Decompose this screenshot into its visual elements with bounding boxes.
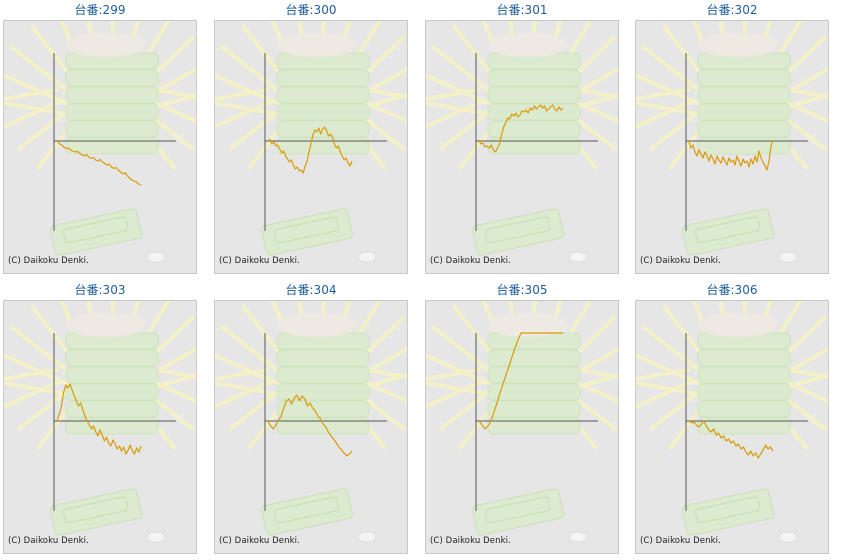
copyright-text: (C) Daikoku Denki. bbox=[640, 536, 721, 546]
background-illustration bbox=[636, 21, 828, 263]
slump-graph bbox=[4, 301, 196, 543]
machine-card-299[interactable]: 台番:299 (C) Daikoku Denki. bbox=[3, 0, 197, 276]
slump-graph-panel: (C) Daikoku Denki. bbox=[3, 20, 197, 274]
machine-card-306[interactable]: 台番:306 (C) Daikoku Denki. bbox=[635, 280, 829, 556]
slump-graph-panel: (C) Daikoku Denki. bbox=[214, 300, 408, 554]
machine-card-302[interactable]: 台番:302 (C) Daikoku Denki. bbox=[635, 0, 829, 276]
machine-title[interactable]: 台番:300 bbox=[285, 3, 337, 17]
machine-card-300[interactable]: 台番:300 (C) Daikoku Denki. bbox=[214, 0, 408, 276]
slump-graph-panel: (C) Daikoku Denki. bbox=[214, 20, 408, 274]
slump-line bbox=[478, 104, 564, 153]
slump-graph bbox=[215, 21, 407, 263]
slump-graph bbox=[426, 21, 618, 263]
slump-line bbox=[56, 140, 142, 186]
slump-graph bbox=[4, 21, 196, 263]
background-illustration bbox=[4, 301, 196, 543]
background-illustration bbox=[4, 21, 196, 263]
machine-title[interactable]: 台番:305 bbox=[496, 283, 548, 297]
slump-line bbox=[56, 383, 142, 455]
slump-graph-panel: (C) Daikoku Denki. bbox=[3, 300, 197, 554]
copyright-text: (C) Daikoku Denki. bbox=[8, 256, 89, 266]
machine-title[interactable]: 台番:303 bbox=[74, 283, 126, 297]
machine-card-304[interactable]: 台番:304 (C) Daikoku Denki. bbox=[214, 280, 408, 556]
background-illustration bbox=[215, 301, 407, 543]
background-illustration bbox=[636, 301, 828, 543]
machine-title[interactable]: 台番:304 bbox=[285, 283, 337, 297]
slump-graph bbox=[636, 21, 828, 263]
copyright-text: (C) Daikoku Denki. bbox=[219, 256, 300, 266]
slump-graph bbox=[636, 301, 828, 543]
slump-graph bbox=[426, 301, 618, 543]
machine-card-301[interactable]: 台番:301 (C) Daikoku Denki. bbox=[425, 0, 619, 276]
machine-card-303[interactable]: 台番:303 (C) Daikoku Denki. bbox=[3, 280, 197, 556]
machine-title[interactable]: 台番:306 bbox=[706, 283, 758, 297]
slump-line bbox=[478, 332, 563, 430]
copyright-text: (C) Daikoku Denki. bbox=[640, 256, 721, 266]
copyright-text: (C) Daikoku Denki. bbox=[8, 536, 89, 546]
slump-line bbox=[688, 140, 774, 171]
slump-graph-panel: (C) Daikoku Denki. bbox=[635, 300, 829, 554]
slump-line bbox=[267, 126, 353, 174]
slump-line bbox=[688, 420, 774, 459]
slump-graph-panel: (C) Daikoku Denki. bbox=[635, 20, 829, 274]
copyright-text: (C) Daikoku Denki. bbox=[219, 536, 300, 546]
machine-title[interactable]: 台番:299 bbox=[74, 3, 126, 17]
background-illustration bbox=[426, 301, 618, 543]
machine-card-305[interactable]: 台番:305 (C) Daikoku Denki. bbox=[425, 280, 619, 556]
slump-graph bbox=[215, 301, 407, 543]
copyright-text: (C) Daikoku Denki. bbox=[430, 536, 511, 546]
copyright-text: (C) Daikoku Denki. bbox=[430, 256, 511, 266]
slump-graph-panel: (C) Daikoku Denki. bbox=[425, 20, 619, 274]
background-illustration bbox=[215, 21, 407, 263]
background-illustration bbox=[426, 21, 618, 263]
slump-line bbox=[267, 394, 353, 457]
machine-title[interactable]: 台番:301 bbox=[496, 3, 548, 17]
machine-title[interactable]: 台番:302 bbox=[706, 3, 758, 17]
slump-graph-panel: (C) Daikoku Denki. bbox=[425, 300, 619, 554]
